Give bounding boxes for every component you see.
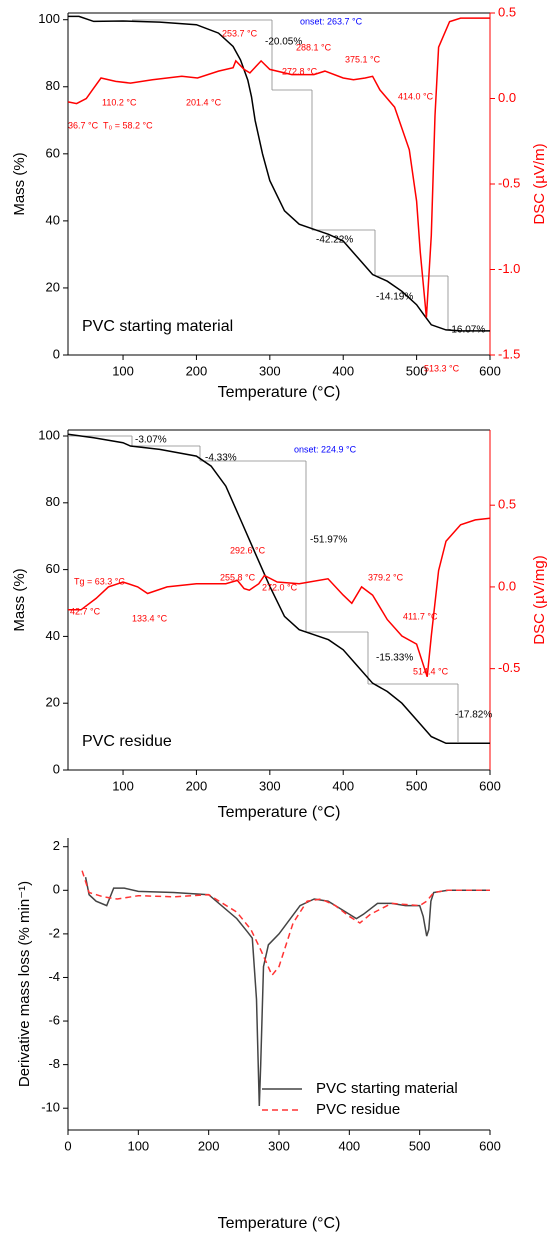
annotation: 288.1 °C [296, 42, 332, 52]
panel-label: PVC residue [82, 733, 172, 750]
y2-tick-label: -1.5 [498, 346, 520, 361]
data-line [67, 17, 490, 318]
annotation: 414.0 °C [398, 91, 434, 101]
annotation: -3.07% [135, 435, 167, 446]
data-line [84, 877, 490, 1107]
y-tick-label: -4 [48, 969, 60, 984]
y-tick-label: 60 [46, 145, 60, 160]
y-tick-label: -6 [48, 1012, 60, 1027]
data-line [81, 870, 490, 977]
y-tick-label: 40 [46, 212, 60, 227]
y2-axis-label: DSC (µV/mg) [531, 555, 548, 644]
y2-tick-label: 0.0 [498, 90, 516, 105]
y-tick-label: 0 [53, 761, 60, 776]
y-tick-label: -10 [41, 1100, 60, 1115]
y2-tick-label: 0.5 [498, 4, 516, 19]
x-tick-label: 500 [406, 778, 428, 793]
y-tick-label: 20 [46, 279, 60, 294]
annotation: 292.6 °C [230, 545, 266, 555]
y2-tick-label: 0.0 [498, 578, 516, 593]
x-tick-label: 200 [186, 363, 208, 378]
x-tick-label: 500 [406, 363, 428, 378]
y-tick-label: -8 [48, 1056, 60, 1071]
x-tick-label: 600 [479, 363, 501, 378]
x-tick-label: 0 [64, 1138, 71, 1153]
y-tick-label: 80 [46, 494, 60, 509]
annotation: onset: 263.7 °C [300, 16, 363, 26]
annotation: -15.33% [376, 653, 413, 664]
x-tick-label: 300 [259, 778, 281, 793]
annotation: -14.19% [376, 292, 413, 303]
x-tick-label: 400 [332, 363, 354, 378]
annotation: 133.4 °C [132, 613, 168, 623]
y-tick-label: 0 [53, 346, 60, 361]
data-line [67, 433, 490, 745]
y-axis-label: Mass (%) [11, 152, 28, 215]
annotation: 253.7 °C [222, 28, 258, 38]
annotation: 110.2 °C [102, 97, 137, 107]
x-axis-label: Temperature (°C) [218, 804, 341, 821]
annotation: -20.05% [265, 37, 302, 48]
annotation: 272.8 °C [282, 66, 318, 76]
y-tick-label: 100 [38, 11, 60, 26]
annotation: 36.7 °C [68, 120, 99, 130]
x-tick-label: 400 [338, 1138, 360, 1153]
y-tick-label: 80 [46, 78, 60, 93]
y-tick-label: 60 [46, 561, 60, 576]
y2-tick-label: 0.5 [498, 497, 516, 512]
annotation: 513.3 °C [424, 363, 460, 373]
x-tick-label: 300 [268, 1138, 290, 1153]
annotation: 379.2 °C [368, 572, 404, 582]
y2-tick-label: -0.5 [498, 660, 520, 675]
annotation: -16.07% [448, 325, 485, 336]
x-tick-label: 200 [198, 1138, 220, 1153]
y-tick-label: 40 [46, 628, 60, 643]
y2-tick-label: -0.5 [498, 175, 520, 190]
annotation: Tg = 63.3 °C [74, 576, 125, 586]
x-tick-label: 100 [127, 1138, 149, 1153]
y-tick-label: -2 [48, 925, 60, 940]
x-tick-label: 300 [259, 363, 281, 378]
y2-axis-label: DSC (µV/m) [531, 143, 548, 224]
legend-label: PVC residue [316, 1101, 400, 1118]
x-tick-label: 600 [479, 778, 501, 793]
x-axis-label: Temperature (°C) [218, 1215, 341, 1232]
y-tick-label: 20 [46, 695, 60, 710]
x-axis-label: Temperature (°C) [218, 384, 341, 401]
legend-label: PVC starting material [316, 1080, 458, 1097]
x-tick-label: 400 [332, 778, 354, 793]
y-axis-label: Mass (%) [11, 568, 28, 631]
annotation: 255.8 °C [220, 572, 256, 582]
annotation: -4.33% [205, 453, 237, 464]
x-tick-label: 600 [479, 1138, 501, 1153]
x-tick-label: 100 [112, 778, 134, 793]
annotation: -17.82% [455, 710, 492, 721]
x-tick-label: 500 [409, 1138, 431, 1153]
annotation: 411.7 °C [403, 611, 438, 621]
y-tick-label: 100 [38, 427, 60, 442]
panel-label: PVC starting material [82, 318, 233, 335]
y-tick-label: 0 [53, 882, 60, 897]
x-tick-label: 100 [112, 363, 134, 378]
annotation: -42.22% [316, 235, 353, 246]
data-line [68, 15, 490, 332]
y2-tick-label: -1.0 [498, 261, 520, 276]
annotation: 514.4 °C [413, 666, 449, 676]
annotation: 201.4 °C [186, 97, 222, 107]
data-line [68, 517, 491, 678]
annotation: onset: 224.9 °C [294, 444, 357, 454]
annotation: 375.1 °C [345, 54, 381, 64]
annotation: 272.0 °C [262, 582, 298, 592]
x-tick-label: 200 [186, 778, 208, 793]
y-axis-label: Derivative mass loss (% min⁻¹) [16, 881, 33, 1087]
annotation: 42.7 °C [70, 606, 101, 616]
annotation: -51.97% [310, 535, 347, 546]
annotation: T₀ = 58.2 °C [103, 120, 153, 130]
y-tick-label: 2 [53, 838, 60, 853]
